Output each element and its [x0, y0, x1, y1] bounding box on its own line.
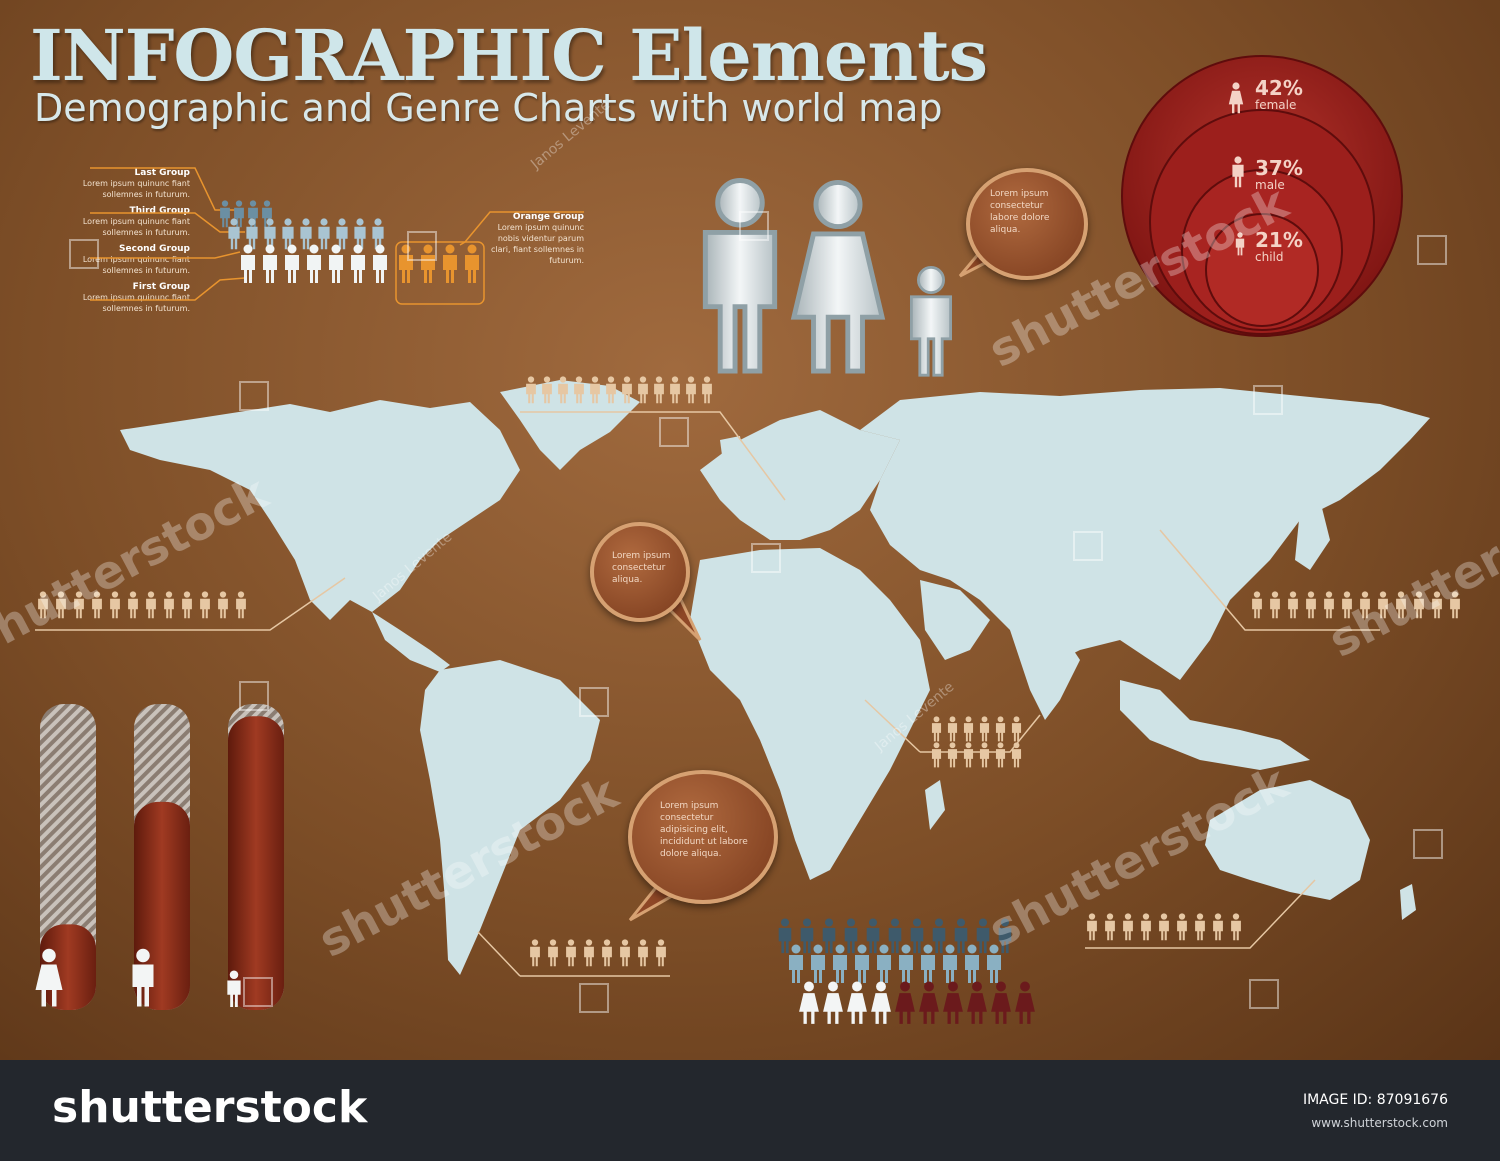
footer-bar	[0, 1060, 1500, 1161]
group-legend: Last Group Lorem ipsum quinunc fiant sol…	[50, 168, 190, 314]
people-row-africa	[931, 716, 1022, 768]
watermark-frames	[69, 211, 1447, 1013]
female-label: female	[1255, 98, 1297, 112]
footer-url: www.shutterstock.com	[1311, 1116, 1448, 1130]
group-label-first: First Group	[132, 282, 190, 292]
people-row-australia	[1087, 913, 1241, 941]
female-percent: 42%	[1255, 76, 1303, 100]
child-percent: 21%	[1255, 228, 1303, 252]
atlantic-bubble-text: Lorem ipsum consectetur aliqua.	[612, 551, 671, 585]
male-label: male	[1255, 178, 1285, 192]
ring-female: 42% female	[1255, 76, 1303, 112]
group-label-third: Third Group	[129, 206, 190, 216]
south-bubble-text: Lorem ipsum consectetur adipisicing elit…	[660, 801, 748, 859]
male-percent: 37%	[1255, 156, 1303, 180]
group-text-second: Lorem ipsum quinunc fiant sollemnes in f…	[82, 255, 190, 275]
atlantic-bubble: Lorem ipsum consectetur aliqua.	[590, 522, 690, 622]
infographic-canvas: INFOGRAPHIC Elements Demographic and Gen…	[0, 0, 1500, 1060]
family-figures	[705, 180, 953, 377]
world-map	[120, 380, 1430, 975]
bar-chart	[35, 704, 284, 1010]
page-title: INFOGRAPHIC Elements	[30, 14, 988, 97]
family-bubble-text: Lorem ipsum consectetur labore dolore al…	[990, 189, 1050, 235]
group-label-orange: Orange Group	[512, 212, 584, 222]
ring-child: 21% child	[1255, 228, 1303, 264]
image-id: IMAGE ID: 87091676	[1302, 1092, 1448, 1108]
footer-logo: shutterstock	[52, 1082, 368, 1133]
group-text-first: Lorem ipsum quinunc fiant sollemnes in f…	[82, 293, 190, 313]
south-bubble: Lorem ipsum consectetur adipisicing elit…	[628, 770, 778, 904]
child-label: child	[1255, 250, 1284, 264]
group-text-last: Lorem ipsum quinunc fiant sollemnes in f…	[82, 179, 190, 199]
group-label-second: Second Group	[119, 244, 190, 254]
page-subtitle: Demographic and Genre Charts with world …	[34, 86, 943, 130]
people-row-south	[530, 939, 666, 967]
infographic-artwork	[35, 55, 1460, 1024]
percentage-rings	[1121, 55, 1403, 337]
group-label-last: Last Group	[134, 168, 190, 178]
group-text-third: Lorem ipsum quinunc fiant sollemnes in f…	[82, 217, 190, 237]
group-text-orange: Lorem ipsum quinunc nobis videntur parum…	[490, 223, 584, 265]
ring-male: 37% male	[1255, 156, 1303, 192]
bar-fill-child	[228, 716, 284, 1010]
family-bubble: Lorem ipsum consectetur labore dolore al…	[966, 168, 1088, 280]
orange-group-legend: Orange Group Lorem ipsum quinunc nobis v…	[484, 212, 584, 266]
